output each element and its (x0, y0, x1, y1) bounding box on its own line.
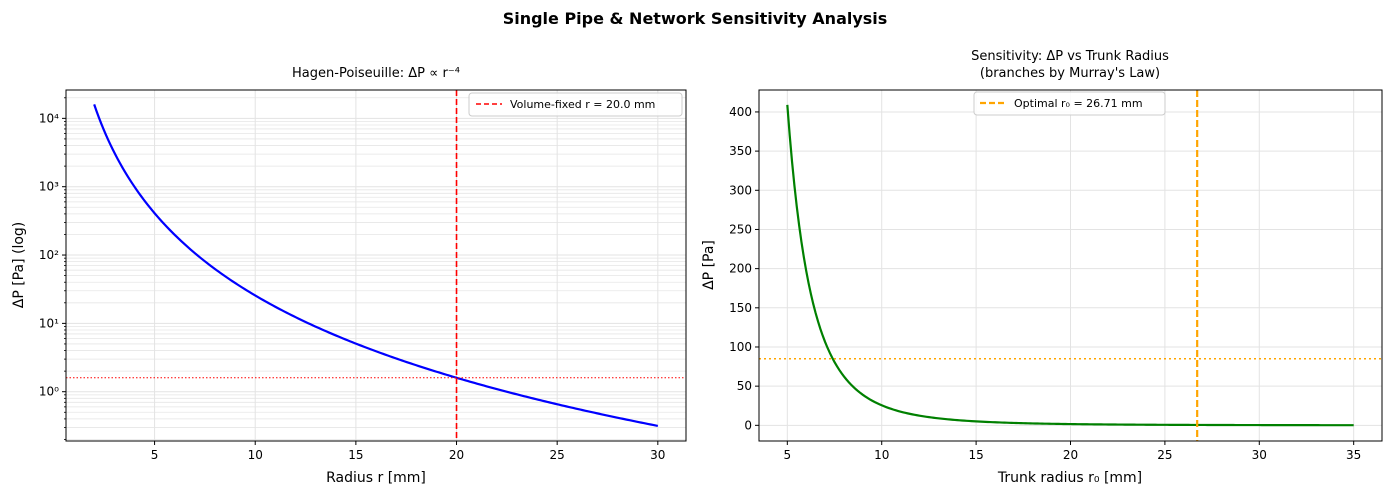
left-y-tick-label: 10⁰ (39, 385, 59, 399)
right-x-tick-label: 5 (783, 448, 791, 462)
right-y-tick-label: 50 (737, 379, 752, 393)
left-minor-grid (66, 97, 686, 440)
right-x-axis-label: Trunk radius r₀ [mm] (997, 470, 1142, 486)
right-y-tick-label: 250 (729, 222, 752, 236)
left-y-tick-label: 10³ (39, 180, 59, 194)
left-legend-label: Volume-fixed r = 20.0 mm (510, 98, 655, 111)
right-legend-box (973, 91, 1166, 116)
right-x-tick-label: 30 (1252, 448, 1267, 462)
left-y-tick-label: 10¹ (39, 316, 59, 330)
left-legend: Volume-fixed r = 20.0 mm (468, 92, 683, 117)
right-legend: Optimal r₀ = 26.71 mm (973, 91, 1166, 116)
left-x-tick-label: 30 (650, 448, 665, 462)
left-y-tick-label: 10² (39, 248, 59, 262)
right-chart-title-line2: (branches by Murray's Law) (980, 66, 1160, 81)
right-x-tick-label: 10 (874, 448, 889, 462)
left-series-line (93, 104, 659, 427)
right-series-line (786, 104, 1354, 427)
left-x-tick-label: 10 (248, 448, 263, 462)
right-legend-label: Optimal r₀ = 26.71 mm (1014, 97, 1143, 110)
right-x-tick-label: 25 (1157, 448, 1172, 462)
right-plot-area (759, 90, 1382, 441)
right-y-tick-label: 100 (729, 340, 752, 354)
right-y-axis-label: ΔP [Pa] (701, 240, 717, 290)
right-y-tick-label: 150 (729, 301, 752, 315)
left-y-tick-label: 10⁴ (39, 111, 59, 125)
left-plot-area (66, 90, 686, 441)
right-y-tick-label: 400 (729, 105, 752, 119)
left-x-tick-label: 15 (348, 448, 363, 462)
right-x-tick-label: 15 (968, 448, 983, 462)
right-grid (759, 90, 1382, 441)
left-chart: 5 10 15 20 25 30 10⁰ 10¹ 10² 10³ 10⁴ Hagen-Poiseui… (11, 66, 687, 486)
right-x-tick-label: 35 (1346, 448, 1361, 462)
left-x-tick-label: 20 (449, 448, 464, 462)
right-y-tick-label: 200 (729, 262, 752, 276)
left-ticks: 5 10 15 20 25 30 10⁰ 10¹ 10² 10³ 10⁴ (39, 97, 665, 462)
left-x-tick-label: 5 (151, 448, 159, 462)
right-y-tick-label: 300 (729, 183, 752, 197)
left-chart-title: Hagen-Poiseuille: ΔP ∝ r⁻⁴ (292, 66, 460, 81)
figure-suptitle: Single Pipe & Network Sensitivity Analys… (503, 9, 888, 28)
left-x-tick-label: 25 (550, 448, 565, 462)
left-legend-box (468, 92, 683, 117)
right-chart-title-line1: Sensitivity: ΔP vs Trunk Radius (971, 49, 1169, 64)
left-x-axis-label: Radius r [mm] (326, 470, 426, 486)
right-x-tick-label: 20 (1063, 448, 1078, 462)
right-y-tick-label: 0 (744, 418, 752, 432)
right-y-tick-label: 350 (729, 144, 752, 158)
left-y-axis-label: ΔP [Pa] (log) (11, 222, 27, 309)
